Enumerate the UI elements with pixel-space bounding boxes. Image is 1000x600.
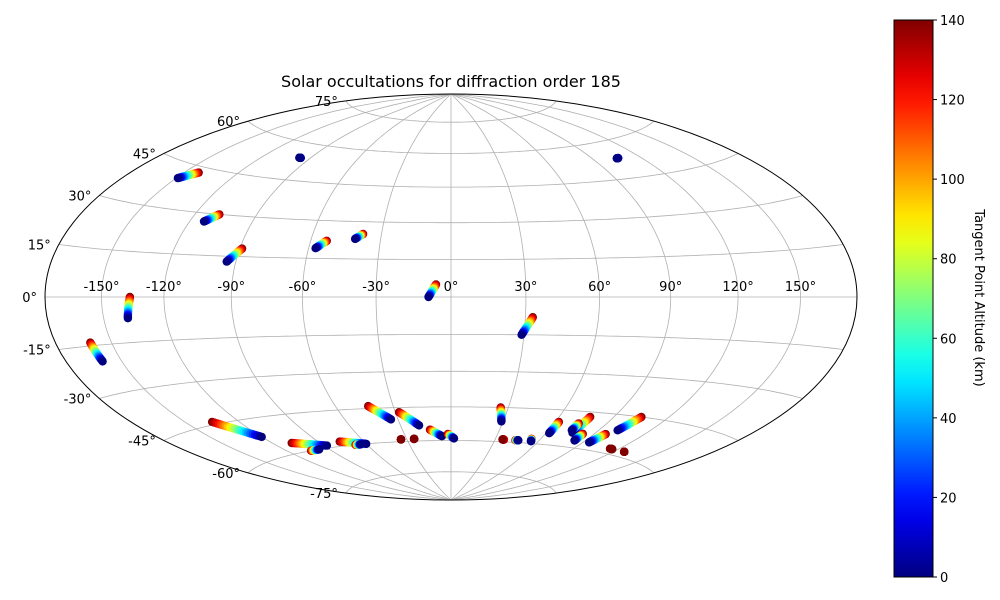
occultation-point — [386, 415, 396, 424]
occultation-point — [584, 438, 594, 447]
parallel-line — [58, 244, 844, 260]
chart-title: Solar occultations for diffraction order… — [281, 72, 621, 91]
map-boundary — [44, 93, 858, 501]
latitude-tick-label: 75° — [315, 95, 338, 110]
occultation-point — [322, 441, 332, 450]
occultation-point — [545, 429, 554, 438]
latitude-tick-label: -60° — [212, 467, 240, 482]
longitude-tick-labels: -150° -120° -90° -60° -30° 0° 30° 60° 90° 120° 150… — [83, 280, 816, 295]
occultation-points — [86, 153, 646, 456]
occultation-point — [570, 436, 579, 445]
latitude-tick-labels: -75° -60° -45° -30° -15° 0° 15° 30° 45° 60° 75° — [22, 95, 338, 502]
occultation-point — [498, 435, 507, 444]
latitude-tick-label: 60° — [217, 115, 240, 130]
occultation-point — [123, 314, 133, 323]
occultation-point — [98, 357, 107, 366]
longitude-tick-label: -90° — [217, 280, 245, 295]
colorbar-tick-label: 140 — [940, 14, 965, 29]
occultation-point — [497, 417, 506, 426]
parallel-line — [345, 100, 557, 123]
occultation-point — [356, 440, 366, 449]
colorbar-gradient — [893, 19, 934, 578]
latitude-tick-label: -75° — [310, 487, 338, 502]
longitude-tick-label: 120° — [722, 280, 753, 295]
longitude-tick-label: -30° — [362, 280, 390, 295]
occultation-point — [257, 432, 266, 442]
parallel-line — [99, 370, 803, 399]
longitude-tick-label: -60° — [289, 280, 317, 295]
latitude-tick-label: 15° — [28, 239, 51, 254]
occultation-point — [517, 330, 526, 339]
latitude-tick-label: 0° — [22, 291, 37, 306]
latitude-tick-label: 45° — [133, 148, 156, 163]
occultation-point — [414, 421, 424, 430]
occultation-point — [199, 217, 209, 226]
occultation-point — [222, 257, 231, 266]
occultation-point — [612, 154, 621, 163]
occultation-point — [526, 437, 536, 446]
parallel-line — [163, 406, 739, 441]
occultation-point — [514, 436, 523, 445]
parallel-line — [99, 195, 803, 224]
parallel-line — [163, 153, 739, 188]
occultation-point — [605, 444, 615, 453]
occultation-point — [396, 435, 406, 444]
colorbar-label: Tangent Point Altitude (km) — [971, 208, 986, 386]
occultation-point — [613, 426, 622, 435]
latitude-tick-label: -30° — [64, 393, 92, 408]
longitude-tick-label: 90° — [659, 280, 682, 295]
occultation-point — [173, 173, 183, 183]
occultation-point — [350, 234, 360, 244]
occultation-point — [424, 292, 433, 302]
longitude-tick-label: 30° — [514, 280, 537, 295]
longitude-tick-label: 0° — [444, 280, 459, 295]
occultation-point — [449, 434, 459, 443]
colorbar-tick-label: 0 — [940, 571, 948, 586]
colorbar-tick-label: 40 — [940, 412, 957, 427]
occultation-point — [620, 447, 629, 456]
colorbar-tick-label: 120 — [940, 94, 965, 109]
occultation-point — [311, 244, 320, 253]
longitude-tick-label: -120° — [146, 280, 182, 295]
colorbar-ticks: 0 20 40 60 80 100 120 140 — [933, 14, 965, 586]
colorbar-tick-label: 60 — [940, 332, 957, 347]
occultation-point — [409, 434, 419, 444]
colorbar-tick-label: 80 — [940, 253, 957, 268]
parallel-line — [345, 471, 557, 494]
parallel-line — [58, 334, 844, 350]
longitude-tick-label: 150° — [785, 280, 816, 295]
parallel-line — [247, 120, 655, 154]
colorbar-tick-label: 100 — [940, 173, 965, 188]
occultation-point — [567, 426, 576, 435]
occultation-point — [295, 153, 304, 162]
latitude-tick-label: -15° — [23, 344, 51, 359]
latitude-tick-label: 30° — [68, 190, 91, 205]
occultation-point — [315, 445, 324, 454]
colorbar-tick-label: 20 — [940, 491, 957, 506]
longitude-tick-label: 60° — [588, 280, 611, 295]
colorbar: 0 20 40 60 80 100 120 140 Tangent Point Altitud… — [893, 14, 986, 586]
latitude-tick-label: -45° — [128, 435, 156, 450]
longitude-tick-label: -150° — [83, 280, 119, 295]
